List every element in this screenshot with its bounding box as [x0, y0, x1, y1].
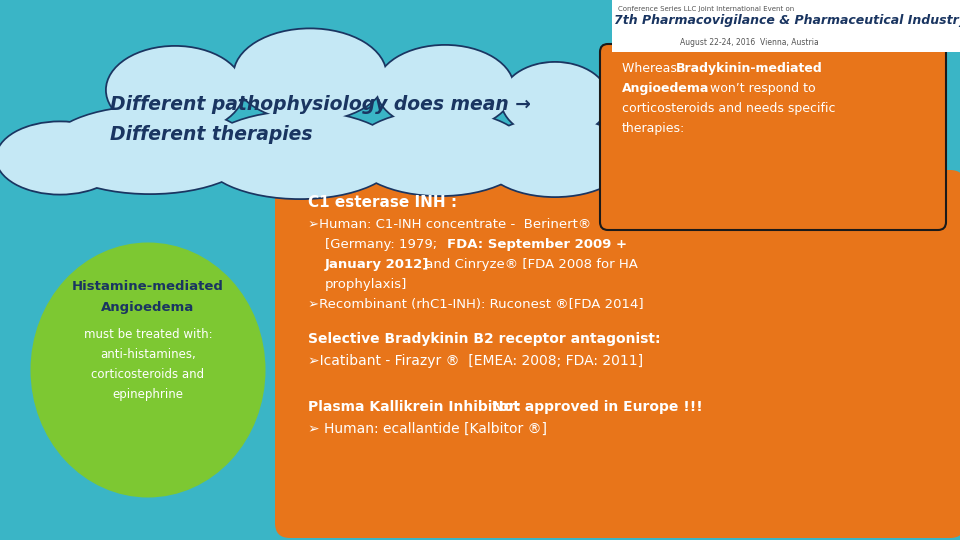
Text: ➢ Human: ecallantide [Kalbitor ®]: ➢ Human: ecallantide [Kalbitor ®]: [308, 422, 547, 436]
Ellipse shape: [107, 47, 243, 133]
Text: Different pathophysiology does mean →: Different pathophysiology does mean →: [110, 95, 531, 114]
Text: Whereas: Whereas: [622, 62, 681, 75]
Text: epinephrine: epinephrine: [112, 388, 183, 401]
Text: ➢Recombinant (rhC1-INH): Ruconest ®[FDA 2014]: ➢Recombinant (rhC1-INH): Ruconest ®[FDA …: [308, 298, 643, 311]
Text: Conference Series LLC Joint International Event on: Conference Series LLC Joint Internationa…: [618, 6, 794, 12]
Text: corticosteroids and: corticosteroids and: [91, 368, 204, 381]
Ellipse shape: [232, 28, 388, 123]
FancyBboxPatch shape: [612, 0, 960, 52]
Ellipse shape: [47, 107, 253, 193]
Text: January 2012]: January 2012]: [325, 258, 429, 271]
Text: anti-histamines,: anti-histamines,: [100, 348, 196, 361]
Text: ➢Human: C1-INH concentrate -  Berinert®: ➢Human: C1-INH concentrate - Berinert®: [308, 218, 591, 231]
Ellipse shape: [350, 109, 530, 197]
Ellipse shape: [500, 61, 610, 139]
Text: therapies:: therapies:: [622, 122, 685, 135]
Text: Angioedema: Angioedema: [102, 301, 195, 314]
Ellipse shape: [375, 44, 515, 132]
Text: ➢Icatibant - Firazyr ®  [EMEA: 2008; FDA: 2011]: ➢Icatibant - Firazyr ® [EMEA: 2008; FDA:…: [308, 354, 643, 368]
Text: Not approved in Europe !!!: Not approved in Europe !!!: [492, 400, 703, 414]
Text: August 22-24, 2016  Vienna, Austria: August 22-24, 2016 Vienna, Austria: [680, 38, 819, 47]
Text: Plasma Kallikrein Inhibitor:: Plasma Kallikrein Inhibitor:: [308, 400, 531, 414]
Ellipse shape: [482, 118, 628, 196]
Text: C1 esterase INH :: C1 esterase INH :: [308, 195, 457, 210]
Text: FDA: September 2009 +: FDA: September 2009 +: [447, 238, 627, 251]
Text: Selective Bradykinin B2 receptor antagonist:: Selective Bradykinin B2 receptor antagon…: [308, 332, 660, 346]
Text: Histamine-mediated: Histamine-mediated: [72, 280, 224, 293]
Ellipse shape: [376, 46, 514, 130]
Ellipse shape: [105, 45, 245, 135]
Ellipse shape: [234, 29, 386, 121]
Ellipse shape: [45, 105, 255, 195]
Text: won’t respond to: won’t respond to: [706, 82, 816, 95]
Text: prophylaxis]: prophylaxis]: [325, 278, 407, 291]
Ellipse shape: [202, 112, 398, 198]
FancyBboxPatch shape: [275, 170, 960, 538]
Text: Angioedema: Angioedema: [622, 82, 709, 95]
Ellipse shape: [31, 242, 266, 497]
Ellipse shape: [351, 111, 528, 195]
FancyBboxPatch shape: [600, 44, 946, 230]
Ellipse shape: [200, 110, 400, 200]
Text: must be treated with:: must be treated with:: [84, 328, 212, 341]
Text: corticosteroids and needs specific: corticosteroids and needs specific: [622, 102, 835, 115]
Text: [Germany: 1979;: [Germany: 1979;: [325, 238, 442, 251]
Text: Bradykinin-mediated: Bradykinin-mediated: [676, 62, 823, 75]
Ellipse shape: [480, 116, 630, 198]
Ellipse shape: [0, 122, 123, 194]
Ellipse shape: [0, 120, 125, 195]
Text: and Cinryze® [FDA 2008 for HA: and Cinryze® [FDA 2008 for HA: [421, 258, 637, 271]
Ellipse shape: [502, 63, 609, 137]
Text: 7th Pharmacovigilance & Pharmaceutical Industry: 7th Pharmacovigilance & Pharmaceutical I…: [614, 14, 960, 27]
Text: Different therapies: Different therapies: [110, 125, 313, 144]
